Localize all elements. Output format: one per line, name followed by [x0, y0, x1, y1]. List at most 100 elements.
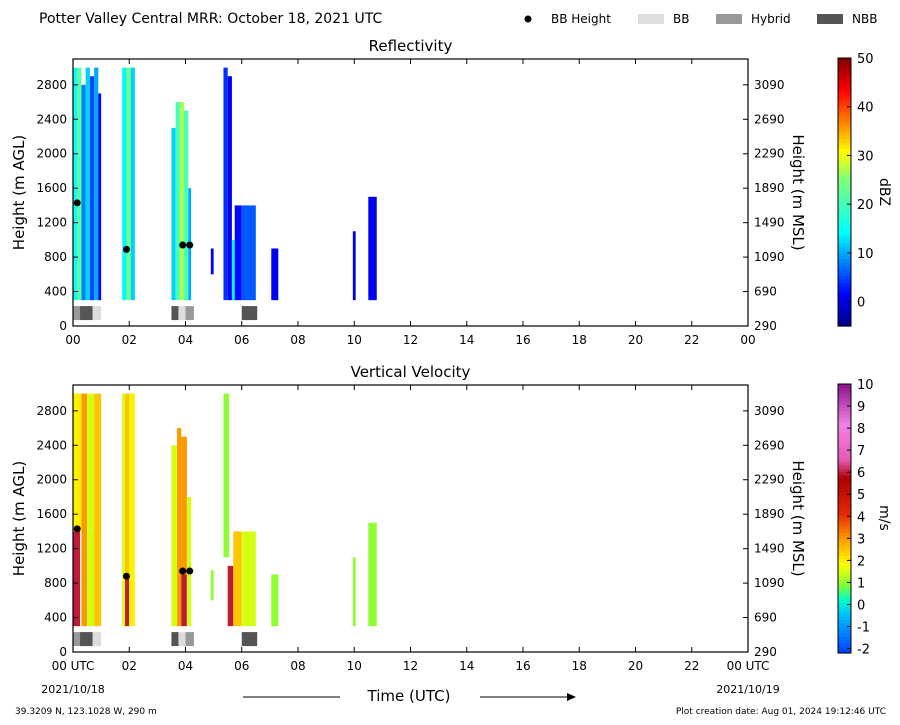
- x-tick-label: 20: [628, 659, 643, 673]
- heatmap-cell: [184, 110, 189, 301]
- colorbar-step: [838, 464, 851, 469]
- bright-band-type-bar: [73, 306, 258, 321]
- x-tick-label: 20: [628, 333, 643, 347]
- colorbar-step: [838, 128, 851, 133]
- colorbar-step: [838, 616, 851, 620]
- x-tick-label: 18: [572, 333, 587, 347]
- colorbar-tick-label: 20: [857, 198, 874, 213]
- colorbar-tick-label: 7: [857, 444, 865, 459]
- colorbar-tick-label: 4: [857, 510, 865, 525]
- colorbar-step: [838, 457, 851, 462]
- colorbar-step: [838, 498, 851, 503]
- bb-type-segment: [73, 632, 81, 647]
- bb-height-points: [73, 199, 194, 253]
- colorbar-step: [838, 315, 851, 320]
- colorbar-step: [838, 626, 851, 631]
- colorbar-step: [838, 135, 851, 139]
- colorbar-step: [838, 272, 851, 277]
- legend-item-bb-height: BB Height: [524, 12, 611, 26]
- heatmap-cell: [186, 496, 192, 627]
- x-tick-label: 08: [290, 659, 305, 673]
- y-tick-label: 1600: [36, 181, 67, 195]
- colorbar-tick-label: 40: [857, 101, 874, 116]
- colorbar-step: [838, 185, 851, 190]
- y-tick-label: 2800: [36, 78, 67, 92]
- colorbar-step: [838, 407, 851, 412]
- bb-height-point: [73, 199, 81, 207]
- colorbar-step: [838, 262, 851, 267]
- heatmap-cell: [85, 67, 90, 301]
- y-right-tick-label: 2690: [754, 438, 785, 452]
- colorbar-tick-label: 6: [857, 466, 865, 481]
- colorbar-step: [838, 629, 851, 634]
- bb-type-segment: [73, 306, 81, 321]
- heatmap-cell: [129, 393, 135, 627]
- bb-height-point: [122, 572, 130, 580]
- colorbar-step: [838, 171, 851, 176]
- bb-type-segment: [80, 306, 93, 321]
- colorbar-tick-label: 30: [857, 149, 874, 164]
- colorbar-step: [838, 225, 851, 230]
- colorbar-step: [838, 562, 851, 567]
- bb-type-segment: [171, 632, 179, 647]
- heatmap-cells: [73, 393, 377, 627]
- colorbar-step: [838, 208, 851, 213]
- y-tick-label: 1200: [36, 216, 67, 230]
- legend-label: BB: [673, 12, 689, 26]
- colorbar-step: [838, 474, 851, 479]
- colorbar-step: [838, 74, 851, 79]
- heatmap-cell: [227, 76, 232, 301]
- heatmap-cell: [126, 67, 131, 301]
- x-tick-label: 12: [403, 659, 418, 673]
- heatmap-cell: [179, 102, 185, 301]
- colorbar-step: [838, 299, 851, 304]
- colorbar-step: [838, 521, 851, 526]
- heatmap-cell: [234, 205, 242, 301]
- colorbar-step: [838, 394, 851, 399]
- colorbar-step: [838, 98, 851, 103]
- colorbar-step: [838, 78, 851, 83]
- heatmap-cell: [73, 531, 81, 627]
- colorbar-step: [838, 289, 851, 294]
- colorbar-step: [838, 215, 851, 220]
- heatmap-cell: [125, 393, 130, 579]
- heatmap-cell: [271, 248, 279, 301]
- colorbar-step: [838, 195, 851, 200]
- colorbar-step: [838, 101, 851, 106]
- bb-height-points: [73, 525, 194, 580]
- colorbar-step: [838, 125, 851, 129]
- colorbar-step: [838, 649, 851, 654]
- legend-marker: [524, 15, 532, 23]
- colorbar-step: [838, 518, 851, 523]
- heatmap-cell: [352, 557, 356, 627]
- colorbar-label: m/s: [876, 505, 892, 531]
- colorbar-step: [838, 279, 851, 284]
- colorbar-step: [838, 188, 851, 193]
- colorbar-step: [838, 302, 851, 307]
- colorbar-step: [838, 511, 851, 516]
- colorbar-tick-label: 0: [857, 598, 865, 613]
- colorbar-step: [838, 145, 851, 150]
- colorbar-tick-label: 50: [857, 52, 874, 67]
- colorbar-step: [838, 585, 851, 590]
- colorbar-step: [838, 248, 851, 253]
- x-tick-label: 00 UTC: [52, 659, 95, 673]
- heatmap-cell: [94, 393, 102, 627]
- y-right-tick-label: 1890: [754, 181, 785, 195]
- heatmap-cell: [122, 67, 127, 301]
- y-tick-label: 2000: [36, 147, 67, 161]
- colorbar-step: [838, 461, 851, 466]
- colorbar-step: [838, 255, 851, 260]
- y-tick-label: 400: [44, 611, 67, 625]
- x-tick-label: 22: [684, 333, 699, 347]
- colorbar-step: [838, 275, 851, 280]
- legend-item-nbb: NBB: [817, 12, 877, 26]
- colorbar-step: [838, 114, 851, 119]
- colorbar-step: [838, 390, 851, 395]
- colorbar-step: [838, 538, 851, 543]
- colorbar-step: [838, 632, 851, 637]
- colorbar-step: [838, 181, 851, 186]
- colorbar-step: [838, 639, 851, 644]
- colorbar-step: [838, 81, 851, 86]
